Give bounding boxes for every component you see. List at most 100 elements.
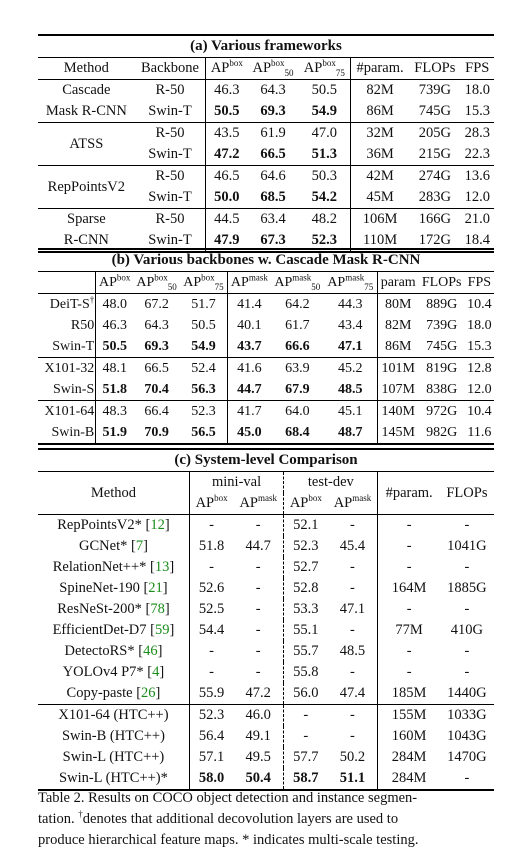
cell-ap75-mask: 45.2 (338, 361, 363, 376)
cell-method: EfficientDet-D7 [59] (52, 622, 175, 638)
cell-flops: 1885G (447, 580, 487, 596)
cell-method: R-CNN (63, 232, 109, 248)
cell-ap-box: 48.3 (95, 400, 134, 422)
cell-fps: 18.0 (467, 318, 492, 333)
cell-fps: 12.0 (464, 189, 490, 205)
table-row: R50 46.3 64.3 50.5 40.1 61.7 43.4 82M 739G 18.0 (38, 315, 494, 336)
cell-flops: 172G (418, 232, 451, 248)
col-param: #param. (349, 57, 410, 80)
table-row: Swin-T 50.5 69.3 54.9 43.7 66.6 47.1 86M 745G 15.… (38, 336, 494, 358)
cell-method: X101-64 (HTC++) (38, 705, 189, 727)
cell-param: - (377, 514, 440, 536)
cell-ap: 44.5 (205, 208, 248, 230)
cell-ap75-box: 51.7 (191, 297, 216, 312)
cell-param: 160M (377, 726, 440, 747)
cell-testdev-ap-mask: - (350, 664, 355, 680)
cell-ap50: 64.6 (260, 168, 286, 184)
cell-flops: - (464, 601, 470, 617)
cell-testdev-ap-box: 52.1 (283, 514, 328, 536)
cell-ap50-mask: 64.2 (285, 297, 310, 312)
cell-minival-ap-mask: 46.0 (245, 707, 271, 723)
cell-ap50: 64.3 (260, 82, 286, 98)
cell-param: - (377, 536, 440, 557)
cell-flops: 972G (426, 404, 458, 419)
col-backbone: Backbone (141, 60, 199, 76)
cell-method: YOLOv4 P7* [4] (62, 664, 165, 680)
col-minival-ap-mask: APmask (239, 493, 277, 511)
method-name: Swin-B (HTC++) (61, 728, 165, 744)
col-flops: FLOPs (421, 275, 462, 290)
cell-method: Swin-L (HTC++) (38, 747, 189, 768)
cell-ap50-box: 66.5 (144, 361, 169, 376)
cell-flops: 1043G (447, 728, 487, 744)
cell-ap50-box: 70.9 (144, 425, 169, 440)
cell-testdev-ap-mask: 50.2 (339, 749, 366, 765)
col-flops: FLOPs (446, 484, 488, 501)
cell-flops: 1033G (447, 707, 487, 723)
col-method: Method (90, 484, 137, 501)
col-ap75-mask: APmask75 (327, 272, 374, 292)
citation-link: 13 (154, 559, 170, 575)
cell-ap50-mask: 63.9 (285, 361, 310, 376)
cell-ap75: 52.3 (311, 232, 337, 248)
cell-ap75-box: 52.3 (191, 404, 216, 419)
method-name: Swin-L (HTC++) (62, 749, 165, 765)
cell-ap-box: 48.1 (95, 357, 134, 379)
col-param: #param. (377, 471, 440, 515)
cell-ap: 47.9 (205, 230, 248, 252)
cell-ap50: 68.5 (260, 189, 286, 205)
cell-minival-ap-box: 51.8 (188, 536, 234, 557)
cell-ap50: 61.9 (260, 125, 286, 141)
cell-backbone: DeiT-S† (38, 294, 96, 316)
citation-link: 21 (148, 580, 163, 596)
citation-link: 46 (143, 643, 158, 659)
cell-minival-ap-box: 54.4 (188, 620, 234, 641)
table-row: Swin-B (HTC++) 56.4 49.1- -160M 1043G (38, 726, 494, 747)
table-row: Swin-B 51.9 70.9 56.5 45.0 68.4 48.7 145M 982G 11… (38, 422, 494, 444)
cell-ap50-box: 69.3 (144, 339, 169, 354)
cell-param: 86M (376, 336, 419, 358)
table-c-group-header: Method mini-val test-dev #param. FLOPs (38, 471, 494, 515)
col-minival-ap-box: APbox (188, 493, 234, 515)
cell-flops: - (464, 559, 470, 575)
cell-ap50-mask: 67.9 (285, 382, 310, 397)
cell-ap75-mask: 44.3 (338, 297, 363, 312)
cell-flops: 274G (418, 168, 451, 184)
table-a-header: Method Backbone APbox APbox50 APbox75 #p… (38, 57, 494, 80)
cell-ap50-box: 66.4 (144, 404, 169, 419)
cell-minival-ap-box: 56.4 (188, 726, 234, 747)
backbone-name: Swin-B (51, 425, 95, 440)
cell-ap75: 50.5 (311, 82, 337, 98)
cell-backbone: Swin-S (38, 379, 96, 401)
method-name: YOLOv4 P7* (62, 664, 144, 680)
cell-backbone: R-50 (155, 125, 185, 141)
cell-flops: 1470G (447, 749, 487, 765)
table-row: Cascade R-50 46.3 64.3 50.5 82M 739G 18.0 (38, 79, 494, 101)
cell-param: 107M (376, 379, 419, 401)
backbone-name: DeiT-S (49, 297, 90, 312)
cell-fps: 28.3 (464, 125, 490, 141)
cell-ap50: 69.3 (260, 103, 286, 119)
cell-flops: 819G (426, 361, 458, 376)
col-testdev-ap-box: APbox (283, 493, 328, 515)
table-b-header: APbox APbox50 APbox75 APmask APmask50 AP… (38, 271, 494, 294)
cell-method: ResNeSt-200* [78] (57, 601, 170, 617)
cell-testdev-ap-box: 52.8 (283, 578, 328, 599)
citation-link: 7 (135, 538, 144, 554)
cell-flops: 166G (418, 211, 451, 227)
table-row: Copy-paste [26] 55.9 47.2 56.0 47.4 185M 1440G (38, 683, 494, 705)
cell-flops: 982G (426, 425, 458, 440)
backbone-name: Swin-T (52, 339, 95, 354)
cell-testdev-ap-mask: 51.1 (339, 770, 366, 786)
cell-ap: 46.5 (205, 165, 248, 187)
cell-flops: 745G (426, 339, 458, 354)
cell-method: Copy-paste [26] (66, 685, 161, 701)
cell-method: SpineNet-190 [21] (59, 580, 168, 596)
method-name: EfficientDet-D7 (52, 622, 147, 638)
cell-ap-mask: 41.6 (226, 357, 271, 379)
method-name: Swin-L (HTC++)* (59, 770, 168, 786)
cell-param: 145M (376, 422, 419, 444)
cell-param: 185M (377, 683, 440, 705)
cell-testdev-ap-mask: 47.4 (339, 685, 366, 701)
cell-method: Swin-B (HTC++) (38, 726, 189, 747)
